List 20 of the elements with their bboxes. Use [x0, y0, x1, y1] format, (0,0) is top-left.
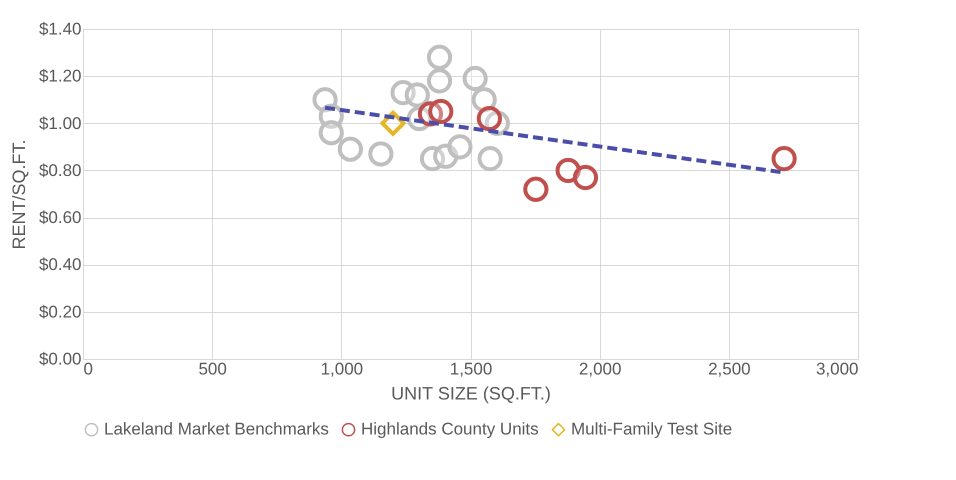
x-axis-title: UNIT SIZE (SQ.FT.): [391, 384, 551, 404]
legend-label: Lakeland Market Benchmarks: [104, 420, 329, 439]
legend-label: Multi-Family Test Site: [571, 420, 732, 439]
y-tick-label: $0.60: [38, 208, 82, 228]
x-tick-label: 3,000: [816, 360, 858, 378]
y-tick-label: $0.40: [38, 255, 82, 274]
y-axis-title: RENT/SQ.FT.: [8, 139, 29, 250]
x-tick-label: 2,500: [708, 360, 751, 378]
x-tick-label: 0: [84, 360, 93, 378]
x-tick-label: 500: [198, 360, 227, 378]
x-tick-label: 1,000: [320, 360, 364, 378]
y-tick-label: $1.40: [38, 20, 82, 38]
x-tick-label: 2,000: [578, 360, 622, 378]
y-tick-label: $0.80: [38, 160, 82, 180]
y-tick-label: $0.00: [38, 350, 82, 368]
legend-label: Highlands County Units: [361, 420, 539, 439]
y-tick-label: $1.00: [38, 114, 82, 133]
x-tick-label: 1,500: [450, 360, 492, 378]
y-tick-label: $1.20: [38, 66, 82, 86]
y-tick-label: $0.20: [38, 302, 82, 322]
